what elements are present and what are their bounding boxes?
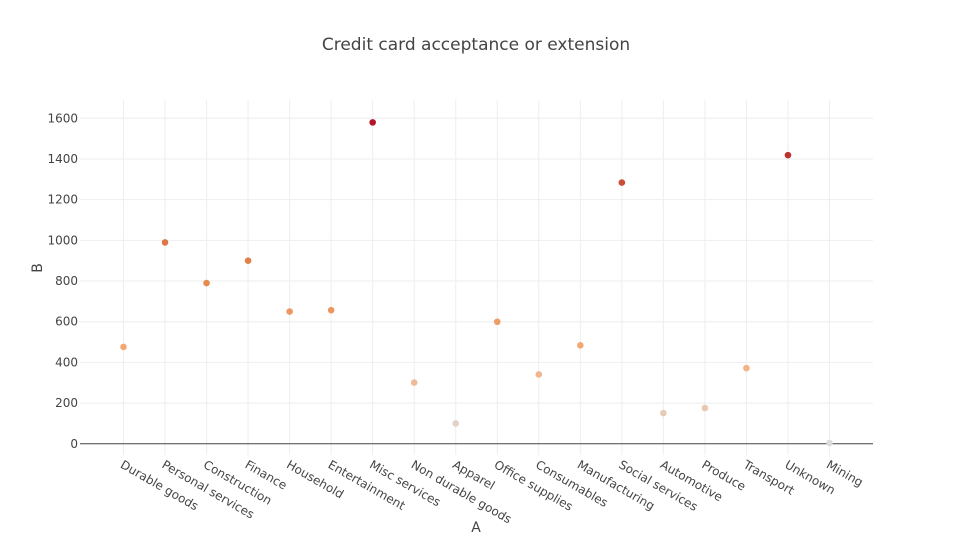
data-point[interactable]	[660, 409, 667, 417]
data-point[interactable]	[244, 257, 252, 265]
data-point[interactable]	[535, 371, 543, 378]
chart-title: Credit card acceptance or extension	[322, 35, 630, 55]
data-point[interactable]	[120, 343, 127, 351]
y-gridlines	[80, 117, 873, 445]
y-tick-label: 800	[55, 274, 78, 288]
x-gridlines	[123, 100, 830, 455]
data-point[interactable]	[493, 318, 501, 326]
data-point[interactable]	[743, 364, 750, 372]
y-tick-label: 1400	[47, 152, 78, 166]
y-tick-label: 1600	[47, 111, 78, 125]
y-tick-label: 400	[55, 355, 78, 369]
data-point[interactable]	[784, 151, 792, 159]
y-tick-labels: 0 200 400 600 800 1000 1200 1400 1600	[47, 111, 78, 451]
data-point[interactable]	[327, 306, 335, 314]
y-tick-label: 1200	[47, 193, 78, 207]
data-point[interactable]	[701, 404, 709, 412]
y-tick-label: 200	[55, 396, 78, 410]
y-tick-label: 600	[55, 315, 78, 329]
data-point[interactable]	[826, 439, 833, 447]
data-point[interactable]	[286, 308, 293, 315]
y-tick-label: 0	[70, 437, 78, 451]
x-axis-title: A	[471, 520, 481, 535]
data-point[interactable]	[410, 379, 418, 386]
data-point[interactable]	[577, 342, 584, 349]
data-point[interactable]	[452, 420, 460, 427]
data-point[interactable]	[369, 119, 376, 126]
data-point[interactable]	[618, 179, 626, 186]
y-tick-label: 1000	[47, 233, 78, 247]
data-points	[120, 119, 833, 447]
data-point[interactable]	[161, 239, 169, 246]
data-point[interactable]	[203, 279, 210, 287]
y-axis-title: B	[30, 263, 46, 273]
